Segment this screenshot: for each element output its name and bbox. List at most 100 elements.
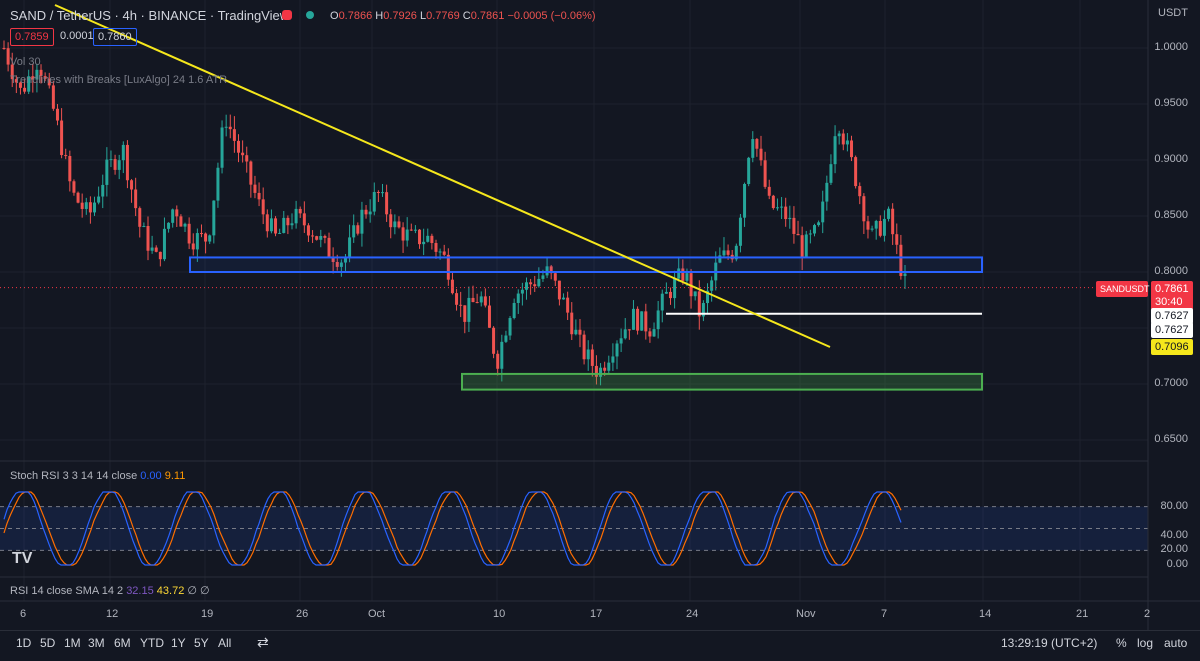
candle-body (158, 251, 162, 260)
candle-body (578, 329, 582, 335)
range-button-5d[interactable]: 5D (40, 636, 56, 650)
stoch-rsi-label[interactable]: Stoch RSI 3 3 14 14 close 0.00 9.11 (10, 470, 186, 482)
time-tick-label: 14 (979, 608, 992, 620)
candle-body (882, 218, 886, 236)
candle-body (31, 76, 35, 80)
level-tag: 0.7627 (1151, 308, 1193, 324)
candle-body (125, 144, 129, 181)
candle-body (775, 207, 779, 209)
candle-body (216, 167, 220, 201)
candle-body (72, 181, 76, 193)
stoch-tick-label: 40.00 (1160, 528, 1188, 541)
candle-body (418, 229, 422, 245)
candle-body (747, 157, 751, 184)
candle-body (627, 329, 631, 331)
candle-body (278, 232, 282, 234)
date-range-icon[interactable]: ⇄ (257, 634, 269, 650)
trendlines-indicator-label[interactable]: Trendlines with Breaks [LuxAlgo] 24 1.6 … (10, 74, 228, 86)
candle-body (508, 318, 512, 336)
candle-body (862, 196, 866, 222)
symbol-title[interactable]: SAND / TetherUS · 4h · BINANCE · Trading… (10, 8, 290, 23)
candle-body (668, 291, 672, 299)
candle-body (442, 251, 446, 255)
candle-body (615, 343, 619, 357)
candle-body (899, 244, 903, 276)
rsi-label[interactable]: RSI 14 close SMA 14 2 32.15 43.72 ∅ ∅ (10, 585, 210, 597)
sell-button[interactable]: 0.7859 (10, 28, 54, 46)
candle-body (150, 247, 154, 251)
support-zone (461, 372, 983, 391)
range-button-1y[interactable]: 1Y (171, 636, 186, 650)
candle-body (18, 82, 22, 88)
range-button-ytd[interactable]: YTD (140, 636, 164, 650)
candle-body (356, 225, 360, 234)
candle-body (697, 291, 701, 317)
clock[interactable]: 13:29:19 (UTC+2) (1001, 636, 1098, 650)
candle-body (68, 155, 72, 182)
candle-body (788, 217, 792, 220)
stoch-panel (0, 491, 1148, 566)
candle-body (364, 209, 368, 215)
candle-body (298, 208, 302, 214)
auto-toggle[interactable]: auto (1164, 636, 1188, 650)
candle-body (352, 225, 356, 238)
candle-body (631, 308, 635, 330)
candle-body (887, 208, 891, 219)
candle-body (138, 208, 142, 227)
range-button-1d[interactable]: 1D (16, 636, 32, 650)
candle-body (566, 297, 570, 313)
candle-body (195, 233, 199, 250)
candle-body (60, 120, 64, 156)
time-tick-label: 6 (20, 608, 27, 620)
time-tick-label: 7 (881, 608, 888, 620)
range-button-3m[interactable]: 3M (88, 636, 105, 650)
candle-body (175, 209, 179, 217)
candle-body (80, 202, 84, 209)
stoch-band (0, 506, 1148, 551)
candle-body (455, 293, 459, 305)
candle-body (545, 266, 549, 276)
range-button-6m[interactable]: 6M (114, 636, 131, 650)
candle-body (755, 139, 759, 149)
time-tick-label: 2 (1144, 608, 1151, 620)
percent-toggle[interactable]: % (1116, 636, 1127, 650)
candle-body (438, 251, 442, 253)
candle-body (360, 209, 364, 234)
descending-trendline (54, 4, 831, 348)
range-button-all[interactable]: All (218, 636, 232, 650)
candle-body (475, 302, 479, 304)
support-tag: 0.7096 (1151, 339, 1193, 355)
candle-body (47, 78, 51, 86)
stoch-tick-label: 0.00 (1166, 558, 1188, 570)
buy-button[interactable]: 0.7860 (93, 28, 137, 46)
candle-body (23, 87, 27, 92)
candle-body (734, 245, 738, 260)
candle-body (241, 152, 245, 156)
alert-icon[interactable] (282, 10, 292, 20)
volume-indicator-label[interactable]: Vol 30 (10, 56, 41, 68)
candle-body (800, 235, 804, 257)
candle-body (109, 159, 113, 161)
candle-body (685, 273, 689, 281)
range-button-5y[interactable]: 5Y (194, 636, 209, 650)
candle-body (208, 235, 212, 242)
candle-body (664, 291, 668, 294)
candle-body (434, 243, 438, 252)
candle-body (323, 236, 327, 238)
candle-body (512, 302, 516, 319)
currency-label[interactable]: USDT (1158, 7, 1188, 19)
range-button-1m[interactable]: 1M (64, 636, 81, 650)
candle-body (171, 209, 175, 223)
log-toggle[interactable]: log (1137, 636, 1154, 650)
candle-body (162, 228, 166, 260)
candle-body (673, 278, 677, 299)
candle-body (874, 220, 878, 229)
candle-body (623, 329, 627, 339)
candle-body (397, 221, 401, 228)
candle-body (64, 155, 68, 157)
candle-body (866, 221, 870, 230)
time-tick-label: Nov (796, 608, 816, 620)
candle-body (562, 297, 566, 300)
candle-body (187, 223, 191, 244)
